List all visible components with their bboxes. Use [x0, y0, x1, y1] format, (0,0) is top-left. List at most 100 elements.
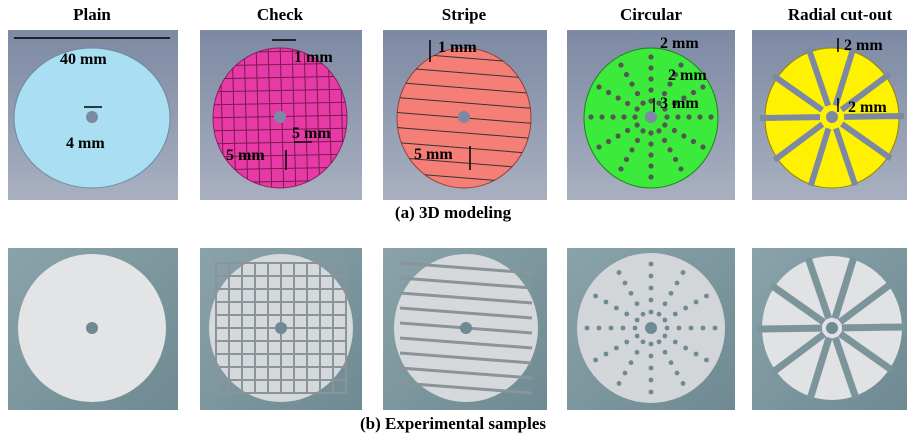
hole [669, 291, 674, 296]
dimension-label: 5 mm [414, 146, 453, 163]
dimension-label: 5 mm [226, 147, 265, 164]
dimension-label: 1 mm [438, 39, 477, 56]
hole [681, 381, 686, 386]
dimension-label: 1 mm [294, 49, 333, 66]
column-title: Check [257, 5, 304, 24]
hole [648, 54, 653, 59]
hole [649, 286, 654, 291]
dimension-label: 2 mm [660, 35, 699, 52]
hole [606, 90, 611, 95]
hole [632, 114, 637, 119]
dimension-label: 2 mm [848, 99, 887, 116]
hole [648, 163, 653, 168]
hole [675, 114, 680, 119]
hole [625, 101, 630, 106]
hole [614, 346, 619, 351]
hole [648, 76, 653, 81]
hole [635, 91, 640, 96]
hole [599, 114, 604, 119]
hole [662, 334, 667, 339]
figure: Plain Check Stripe Circular Radial cut-out 40… [0, 0, 907, 439]
hole [708, 114, 713, 119]
hole [645, 322, 657, 334]
caption: (a) 3D modeling [395, 203, 512, 222]
hole [662, 318, 667, 323]
hole [662, 122, 667, 127]
hole [649, 378, 654, 383]
slit [760, 117, 820, 118]
hole [649, 354, 654, 359]
hole [704, 358, 709, 363]
hole [458, 111, 470, 123]
hole [681, 133, 686, 138]
hole [624, 340, 629, 345]
hole [641, 339, 646, 344]
hole [700, 144, 705, 149]
hole [610, 114, 615, 119]
hole [635, 350, 640, 355]
dimension-label: 2 mm [668, 67, 707, 84]
dimension-label: 4 mm [66, 135, 105, 152]
hole [623, 281, 628, 286]
hole [683, 306, 688, 311]
hole [648, 130, 653, 135]
hole [677, 326, 682, 331]
hole [648, 152, 653, 157]
column-title: Plain [73, 5, 111, 24]
slit [758, 328, 822, 329]
hole [648, 87, 653, 92]
hole [657, 339, 662, 344]
caption: (b) Experimental samples [360, 414, 546, 433]
hole [629, 360, 634, 365]
hole [629, 81, 634, 86]
hole [663, 350, 668, 355]
hole [593, 294, 598, 299]
hole [274, 111, 286, 123]
column-title: Circular [620, 5, 682, 24]
hole [460, 322, 472, 334]
hole [649, 366, 654, 371]
hole [593, 358, 598, 363]
dimension-label: 40 mm [60, 51, 107, 68]
hole [667, 147, 672, 152]
hole [694, 352, 699, 357]
hole [656, 128, 661, 133]
hole [669, 360, 674, 365]
hole [649, 390, 654, 395]
column-title: Radial cut-out [788, 5, 893, 24]
hole [621, 114, 626, 119]
hole [635, 334, 640, 339]
hole [686, 114, 691, 119]
hole [275, 322, 287, 334]
hole [623, 371, 628, 376]
hole [615, 133, 620, 138]
hole [683, 346, 688, 351]
hole [673, 312, 678, 317]
hole [633, 326, 638, 331]
dimension-label: 2 mm [844, 37, 883, 54]
hole [648, 174, 653, 179]
hole [649, 298, 654, 303]
hole [713, 326, 718, 331]
hole [675, 281, 680, 286]
dimension-label: 3 mm [660, 95, 699, 112]
hole [663, 301, 668, 306]
hole [691, 139, 696, 144]
hole [588, 114, 593, 119]
hole [648, 65, 653, 70]
hole [657, 312, 662, 317]
hole [826, 111, 838, 123]
hole [649, 274, 654, 279]
column-title: Stripe [442, 5, 487, 24]
hole [609, 326, 614, 331]
hole [649, 262, 654, 267]
hole [617, 270, 622, 275]
hole [624, 72, 629, 77]
hole [641, 312, 646, 317]
hole [624, 157, 629, 162]
hole [604, 352, 609, 357]
slit [842, 327, 906, 328]
dimension-label: 5 mm [292, 125, 331, 142]
hole [629, 147, 634, 152]
slit [844, 116, 904, 117]
